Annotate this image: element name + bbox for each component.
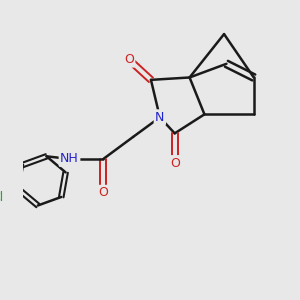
Text: O: O bbox=[124, 53, 134, 66]
Text: NH: NH bbox=[60, 152, 79, 165]
Text: O: O bbox=[98, 186, 108, 199]
Text: N: N bbox=[155, 111, 164, 124]
Text: O: O bbox=[170, 157, 180, 169]
Text: Cl: Cl bbox=[0, 191, 4, 204]
